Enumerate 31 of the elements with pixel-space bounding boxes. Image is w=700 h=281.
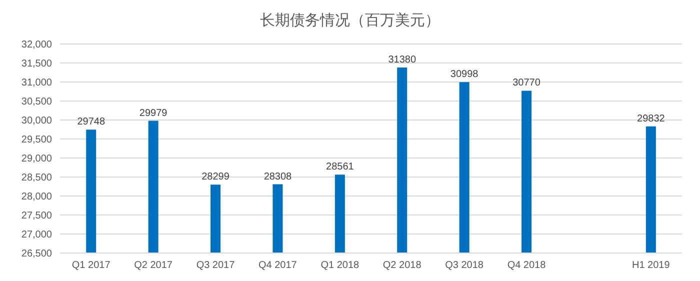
y-tick-label: 26,500 — [21, 248, 52, 260]
data-label: 29832 — [637, 113, 666, 124]
y-tick-label: 31,500 — [21, 58, 52, 70]
data-label: 29748 — [77, 116, 106, 128]
data-label: 31380 — [388, 54, 416, 66]
y-tick-label: 28,000 — [21, 192, 52, 203]
chart-title: 长期债务情况（百万美元） — [259, 11, 441, 31]
x-tick-label: Q2 2018 — [382, 260, 422, 272]
y-tick-label: 30,000 — [21, 116, 52, 127]
x-tick-label: Q1 2018 — [320, 260, 360, 272]
data-label: 28299 — [202, 172, 230, 183]
y-tick-label: 27,000 — [21, 230, 52, 241]
x-tick-label: Q1 2017 — [72, 260, 111, 272]
y-tick-label: 27,500 — [21, 210, 52, 222]
data-label: 28308 — [264, 171, 292, 182]
data-label: 30998 — [450, 69, 479, 80]
y-tick-label: 30,500 — [21, 96, 52, 108]
y-tick-label: 32,000 — [21, 40, 52, 51]
x-tick-label: H1 2019 — [632, 260, 670, 272]
data-label: 29979 — [139, 108, 168, 119]
x-tick-label: Q3 2018 — [445, 260, 484, 272]
data-label: 30770 — [512, 78, 541, 89]
x-tick-label: Q3 2017 — [196, 260, 236, 272]
data-label: 28561 — [326, 162, 354, 173]
x-tick-label: Q4 2018 — [507, 260, 546, 272]
y-tick-label: 29,500 — [21, 134, 52, 146]
y-tick-label: 28,500 — [21, 172, 52, 184]
x-tick-label: Q4 2017 — [258, 260, 298, 272]
y-tick-label: 29,000 — [21, 154, 52, 165]
y-tick-label: 31,000 — [21, 78, 52, 89]
x-tick-label: Q2 2017 — [134, 260, 173, 272]
